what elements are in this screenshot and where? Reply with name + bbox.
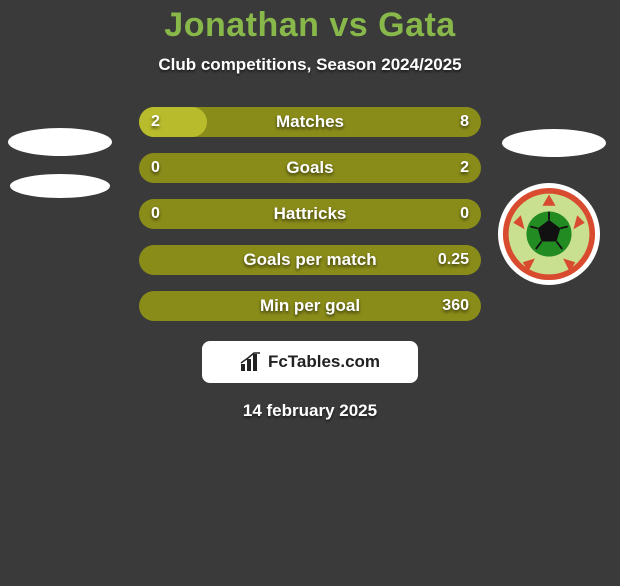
stat-bar: Goals 0 2 xyxy=(139,153,481,183)
stat-value-right: 360 xyxy=(442,297,469,315)
stat-bar-fill xyxy=(139,107,207,137)
chart-icon xyxy=(240,352,262,372)
stat-label: Goals xyxy=(286,158,333,178)
stat-value-left: 0 xyxy=(151,205,160,223)
stat-value-right: 0.25 xyxy=(438,251,469,269)
stat-label: Min per goal xyxy=(260,296,360,316)
subtitle: Club competitions, Season 2024/2025 xyxy=(0,55,620,75)
stat-value-left: 2 xyxy=(151,113,160,131)
snapshot-date: 14 february 2025 xyxy=(0,401,620,421)
comparison-bars: Matches 2 8 Goals 0 2 Hattricks 0 0 Goals per mat… xyxy=(0,107,620,321)
fctables-brand: FcTables.com xyxy=(202,341,418,383)
stat-bar: Hattricks 0 0 xyxy=(139,199,481,229)
stat-value-right: 8 xyxy=(460,113,469,131)
stat-label: Hattricks xyxy=(274,204,347,224)
stat-label: Goals per match xyxy=(243,250,376,270)
stat-bar: Min per goal 360 xyxy=(139,291,481,321)
page-title: Jonathan vs Gata xyxy=(0,6,620,45)
stat-bar: Goals per match 0.25 xyxy=(139,245,481,275)
stat-bar: Matches 2 8 xyxy=(139,107,481,137)
stat-value-left: 0 xyxy=(151,159,160,177)
stat-value-right: 0 xyxy=(460,205,469,223)
stat-label: Matches xyxy=(276,112,344,132)
brand-label: FcTables.com xyxy=(268,352,380,372)
stat-value-right: 2 xyxy=(460,159,469,177)
